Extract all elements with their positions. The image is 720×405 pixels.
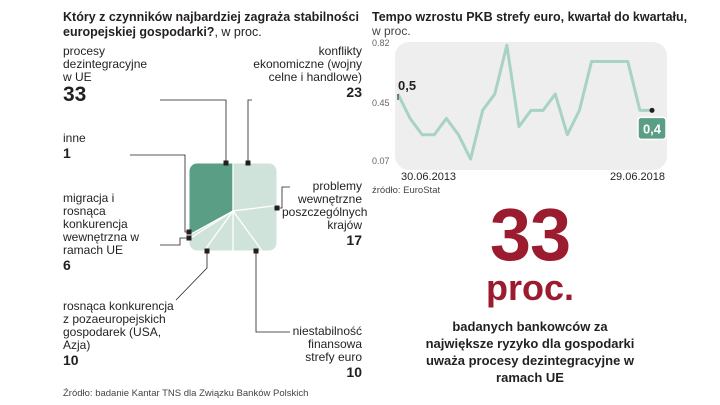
pie-leader-line	[160, 237, 189, 246]
pie-label-text: problemy wewnętrzne poszczególnych krajó…	[282, 179, 368, 232]
y-tick-label: 0.82	[372, 38, 390, 48]
pie-slice	[189, 163, 234, 251]
pie-label-konkurencja: rosnąca konkurencja z pozaeuropejskich g…	[63, 299, 178, 369]
pie-slice	[232, 163, 277, 212]
pie-slice	[232, 209, 277, 251]
left-chart-source: Źródło: badanie Kantar TNS dla Związku B…	[63, 388, 309, 399]
pie-slice	[189, 210, 234, 251]
pie-value: 10	[63, 352, 79, 368]
pie-label-problemy: problemy wewnętrzne poszczególnych krajó…	[282, 179, 368, 249]
series-line	[396, 43, 652, 161]
highlight-number: 33	[489, 193, 571, 276]
pie-value: 23	[346, 84, 362, 100]
last-point-marker	[649, 107, 655, 113]
x-start-label: 30.06.2013	[401, 171, 456, 183]
pie-label-konflikty: konflikty ekonomiczne (wojny celne i han…	[246, 44, 362, 101]
pie-slices	[189, 163, 277, 251]
pie-label-migracja: migracja i rosnąca konkurencja wewnętrzn…	[63, 191, 153, 274]
pie-value: 33	[63, 83, 87, 106]
first-value-label: 0,5	[398, 78, 416, 93]
pie-label-text: konflikty ekonomiczne (wojny celne i han…	[253, 44, 362, 84]
pie-label-text: niestabilność finansowa strefy euro	[292, 324, 362, 364]
pie-leader-marker	[253, 248, 259, 254]
pie-leader-line	[175, 251, 208, 301]
last-value-badge	[637, 116, 667, 141]
y-tick-label: 0.45	[372, 98, 390, 108]
pie-label-niestabilnosc: niestabilność finansowa strefy euro 10	[288, 324, 362, 381]
pie-label-text: rosnąca konkurencja z pozaeuropejskich g…	[63, 299, 174, 352]
pie-slice	[189, 210, 234, 251]
right-chart-unit: w proc.	[372, 24, 411, 38]
pie-leader-marker	[245, 160, 251, 166]
pie-label-text: procesy dezintegracyjne w UE	[63, 44, 148, 84]
left-chart-title: Który z czynników najbardziej zagraża st…	[63, 10, 359, 39]
pie-leader-marker	[204, 248, 210, 254]
pie-label-dezintegracja: procesy dezintegracyjne w UE 33	[63, 45, 183, 106]
pie-value: 10	[346, 364, 362, 380]
y-tick-label: 0.07	[372, 156, 390, 166]
highlight-description: badanych bankowców za największe ryzyko …	[425, 319, 635, 385]
pie-leader-line	[255, 251, 290, 333]
right-chart-title: Tempo wzrostu PKB strefy euro, kwartał d…	[372, 10, 688, 24]
last-value-label: 0,4	[643, 121, 662, 136]
pie-leader-marker	[186, 235, 192, 241]
line-plot-area	[395, 42, 667, 170]
pie-leader-marker	[223, 160, 229, 166]
pie-label-text: migracja i rosnąca konkurencja wewnętrzn…	[63, 191, 140, 257]
pie-label-text: inne	[63, 131, 86, 145]
pie-value: 6	[63, 257, 71, 273]
pie-leader-marker	[186, 229, 192, 235]
pie-slice	[231, 200, 277, 251]
highlight-unit: proc.	[485, 267, 574, 308]
pie-label-inne: inne 1	[63, 131, 123, 162]
pie-leader-marker	[274, 205, 280, 211]
pie-leader-line	[247, 99, 252, 163]
right-chart-source: źródło: EuroStat	[372, 185, 441, 196]
pie-leader-line	[160, 99, 227, 163]
pie-slice	[189, 209, 234, 251]
pie-value: 1	[63, 145, 71, 161]
x-end-label: 29.06.2018	[610, 171, 665, 183]
pie-value: 17	[346, 232, 362, 248]
